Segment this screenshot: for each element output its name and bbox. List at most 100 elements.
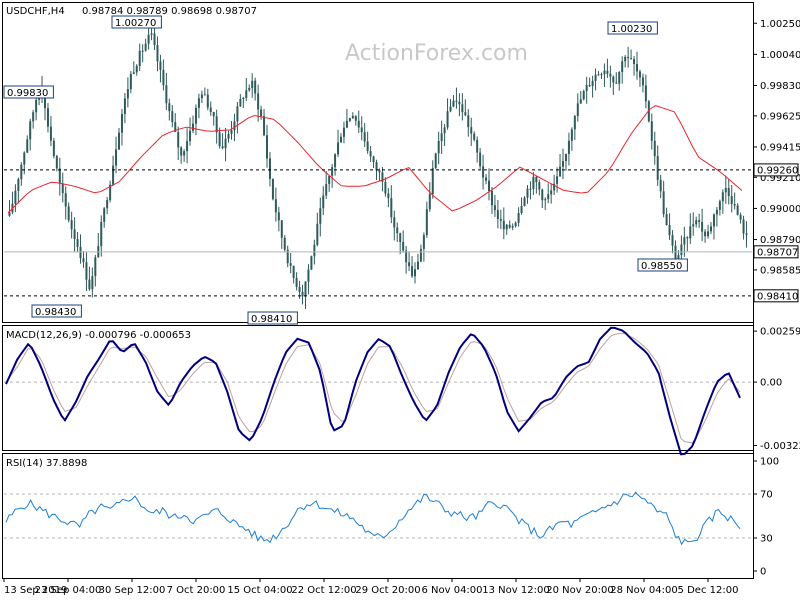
candle-body bbox=[630, 58, 633, 60]
candle-body bbox=[393, 217, 396, 228]
candle-body bbox=[23, 152, 26, 165]
candle-body bbox=[597, 74, 600, 76]
candle-body bbox=[233, 121, 236, 131]
candle-body bbox=[600, 74, 603, 76]
candle-body bbox=[653, 140, 656, 157]
candle-body bbox=[431, 168, 434, 195]
price-axis-ticks: 1.00250 1.00040 0.99830 0.99625 0.99415 0.992… bbox=[753, 19, 800, 276]
candle-body bbox=[671, 235, 674, 246]
candle-body bbox=[129, 73, 132, 90]
candle-body bbox=[271, 178, 274, 200]
candle-body bbox=[582, 91, 585, 100]
candle-body bbox=[257, 93, 260, 110]
candle-body bbox=[334, 154, 337, 168]
rsi-tick-label: 100 bbox=[760, 457, 779, 468]
candle-body bbox=[345, 120, 348, 128]
candle-body bbox=[251, 80, 254, 89]
price-axis-markers: 0.99260 0.98707 0.98410 bbox=[4, 163, 799, 303]
candle-body bbox=[254, 80, 257, 94]
candle-body bbox=[46, 108, 49, 127]
candle-body bbox=[479, 152, 482, 167]
rsi-tick-label: 0 bbox=[760, 567, 766, 578]
candle-body bbox=[707, 231, 710, 237]
candle-body bbox=[286, 249, 289, 264]
price-panel-header-symbol: USDCHF,H4 bbox=[6, 6, 65, 17]
candle-body bbox=[470, 127, 473, 134]
candle-body bbox=[85, 262, 88, 280]
macd-panel-frame bbox=[2, 325, 754, 451]
candle-body bbox=[467, 115, 470, 128]
candle-body bbox=[473, 133, 476, 140]
candle-body bbox=[627, 56, 630, 59]
candle-body bbox=[461, 104, 464, 113]
candle-body bbox=[425, 209, 428, 236]
candle-body bbox=[375, 162, 378, 171]
candle-body bbox=[8, 212, 11, 216]
candle-body bbox=[686, 237, 689, 239]
candle-body bbox=[485, 177, 488, 181]
price-panel-header-ohlc: 0.98784 0.98789 0.98698 0.98707 bbox=[82, 6, 257, 17]
candle-body bbox=[123, 98, 126, 114]
candle-body bbox=[351, 115, 354, 119]
rsi-panel-frame bbox=[2, 453, 754, 579]
candle-body bbox=[301, 291, 304, 297]
annotation-label: 0.98550 bbox=[641, 261, 682, 272]
candle-body bbox=[186, 141, 189, 152]
candle-body bbox=[221, 146, 224, 149]
annotation-box bbox=[31, 304, 82, 318]
candle-body bbox=[523, 197, 526, 206]
candle-body bbox=[295, 277, 298, 288]
annotation-label: 0.98410 bbox=[251, 314, 292, 325]
candle-body bbox=[493, 205, 496, 211]
candle-body bbox=[727, 188, 730, 197]
candle-body bbox=[292, 265, 295, 278]
candle-body bbox=[310, 256, 313, 270]
moving-average-line bbox=[7, 105, 743, 214]
candle-body bbox=[274, 199, 277, 213]
candle-body bbox=[313, 244, 316, 257]
candle-body bbox=[609, 73, 612, 77]
candle-body bbox=[44, 98, 46, 109]
candle-body bbox=[212, 112, 215, 117]
price-level-label: 0.98707 bbox=[757, 247, 798, 258]
time-tick-label: 20 Nov 20:00 bbox=[546, 585, 613, 596]
candle-body bbox=[662, 191, 665, 215]
annotation-box bbox=[111, 15, 162, 29]
candle-body bbox=[437, 140, 440, 154]
candle-body bbox=[570, 129, 573, 141]
candle-body bbox=[280, 220, 283, 238]
candle-body bbox=[505, 224, 508, 230]
candle-body bbox=[118, 132, 120, 150]
time-tick-label: 13 Nov 12:00 bbox=[482, 585, 549, 596]
candle-body bbox=[260, 109, 263, 117]
annotation-box bbox=[247, 311, 298, 325]
price-tick-label: 0.99625 bbox=[760, 111, 800, 122]
candle-body bbox=[236, 106, 239, 122]
candle-body bbox=[576, 103, 579, 117]
candle-body bbox=[94, 257, 97, 277]
candle-body bbox=[304, 281, 307, 297]
candle-body bbox=[112, 165, 115, 185]
candle-body bbox=[115, 149, 118, 166]
candle-body bbox=[677, 255, 680, 262]
candle-body bbox=[209, 107, 212, 113]
candle-body bbox=[564, 153, 567, 162]
candle-body bbox=[733, 204, 736, 206]
candle-body bbox=[366, 141, 369, 152]
price-level-box bbox=[753, 289, 799, 303]
candle-body bbox=[567, 140, 570, 154]
candle-body bbox=[82, 258, 85, 263]
candle-body bbox=[396, 227, 399, 234]
rsi-tick-label: 30 bbox=[760, 534, 773, 545]
candle-body bbox=[573, 116, 576, 130]
candle-body bbox=[402, 242, 405, 251]
macd-lines bbox=[4, 326, 752, 456]
candle-body bbox=[689, 226, 692, 239]
candle-body bbox=[387, 193, 390, 199]
price-level-label: 0.98410 bbox=[757, 291, 798, 302]
candle-body bbox=[26, 139, 29, 153]
candle-body bbox=[562, 161, 564, 167]
candle-body bbox=[14, 190, 17, 204]
